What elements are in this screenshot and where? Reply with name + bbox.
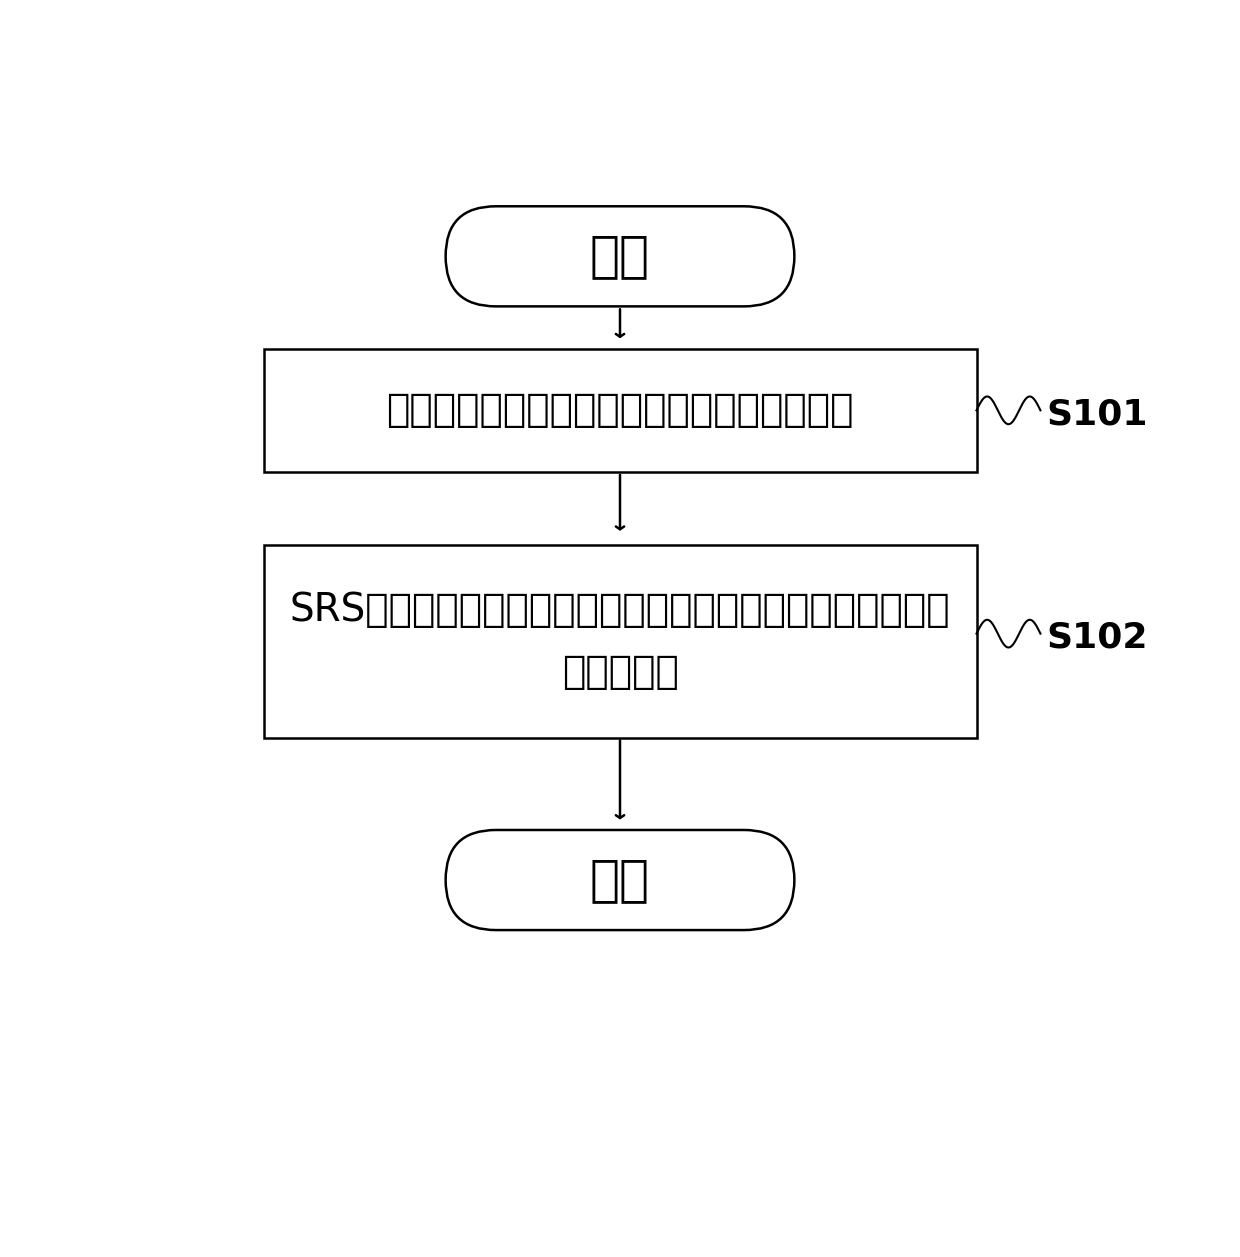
Text: S101: S101 [1047,397,1148,431]
FancyBboxPatch shape [445,206,795,307]
Text: 开始: 开始 [590,233,650,280]
FancyBboxPatch shape [445,830,795,930]
Text: 实时模拟安全气囊发生碰撞后的模拟变化信号: 实时模拟安全气囊发生碰撞后的模拟变化信号 [386,391,854,430]
Text: SRSＳｉｇｎａｌＤｅｔｅｃｔ软件基于所述模拟变化信号作
出响应指令: SRSＳｉｇｎａｌＤｅｔｅｃｔ软件基于所述模拟变化信号作 出响应指令 [290,591,950,691]
Text: S102: S102 [1047,621,1148,655]
Bar [263,348,977,471]
Bar [263,546,977,738]
Text: 结束: 结束 [590,856,650,904]
